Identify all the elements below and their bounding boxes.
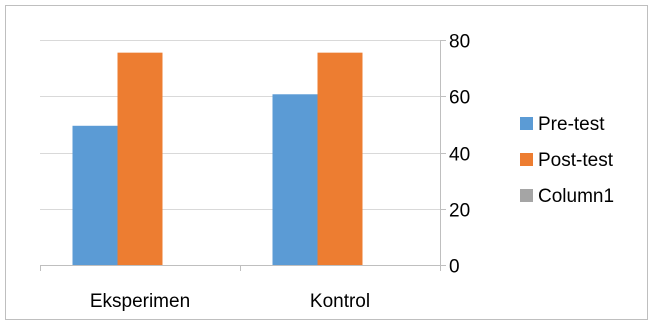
bar-pre-test-kontrol xyxy=(273,94,318,265)
legend-label: Column1 xyxy=(538,186,614,207)
legend-swatch-pre-test xyxy=(520,117,533,130)
bar-post-test-kontrol xyxy=(318,53,363,265)
legend-swatch-post-test xyxy=(520,153,533,166)
x-tick-label: Kontrol xyxy=(310,291,370,312)
legend-label: Post-test xyxy=(538,150,614,171)
legend-label: Pre-test xyxy=(538,114,605,135)
y-tick-label: 20 xyxy=(449,201,470,222)
legend-swatch-column1 xyxy=(520,189,533,202)
bar-post-test-eksperimen xyxy=(118,53,163,265)
y-tick-label: 0 xyxy=(449,257,460,278)
bar-pre-test-eksperimen xyxy=(73,126,118,265)
y-tick-label: 80 xyxy=(449,32,470,53)
y-tick-label: 40 xyxy=(449,145,470,166)
x-tick-label: Eksperimen xyxy=(90,291,190,312)
y-tick-label: 60 xyxy=(449,88,470,109)
